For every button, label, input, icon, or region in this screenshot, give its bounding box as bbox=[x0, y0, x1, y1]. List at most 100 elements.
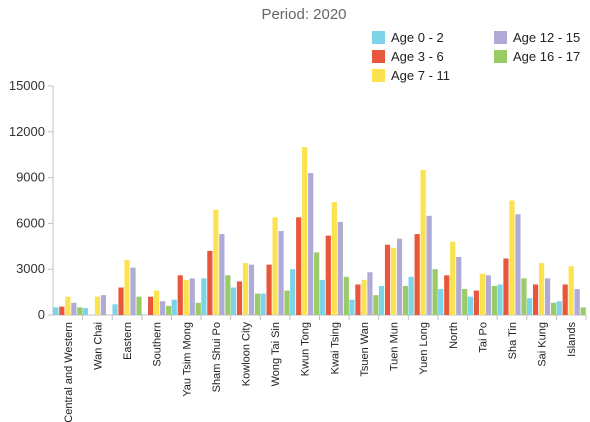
bar[interactable] bbox=[154, 290, 160, 315]
bar[interactable] bbox=[479, 273, 485, 315]
bar[interactable] bbox=[444, 275, 450, 315]
bar[interactable] bbox=[59, 306, 65, 315]
legend-item[interactable]: Age 12 - 15 bbox=[494, 30, 580, 45]
bar[interactable] bbox=[456, 256, 462, 315]
bar[interactable] bbox=[432, 269, 438, 315]
bar[interactable] bbox=[201, 278, 207, 315]
bar[interactable] bbox=[343, 276, 349, 315]
bar[interactable] bbox=[314, 252, 320, 315]
bar[interactable] bbox=[568, 266, 574, 315]
bar[interactable] bbox=[248, 264, 255, 315]
bar[interactable] bbox=[82, 308, 89, 315]
bar[interactable] bbox=[462, 289, 468, 315]
bar[interactable] bbox=[491, 285, 497, 315]
x-tick-label: Tuen Mun bbox=[389, 322, 401, 371]
bar[interactable] bbox=[521, 278, 527, 315]
bar[interactable] bbox=[355, 284, 361, 315]
bar[interactable] bbox=[260, 293, 266, 315]
bar[interactable] bbox=[396, 238, 403, 315]
bar[interactable] bbox=[53, 307, 59, 315]
bar[interactable] bbox=[550, 302, 557, 315]
bar[interactable] bbox=[497, 284, 503, 315]
legend-swatch bbox=[494, 50, 507, 63]
legend-item[interactable]: Age 0 - 2 bbox=[372, 30, 444, 45]
legend-swatch bbox=[494, 31, 507, 44]
bar[interactable] bbox=[225, 275, 231, 315]
legend-label: Age 7 - 11 bbox=[391, 68, 450, 83]
bar[interactable] bbox=[515, 214, 521, 315]
bar[interactable] bbox=[302, 147, 308, 315]
bar[interactable] bbox=[384, 244, 391, 315]
bar[interactable] bbox=[450, 241, 456, 315]
bar[interactable] bbox=[467, 296, 473, 315]
bar[interactable] bbox=[100, 295, 107, 315]
bar[interactable] bbox=[266, 264, 272, 315]
bar[interactable] bbox=[272, 217, 278, 315]
bar[interactable] bbox=[166, 305, 172, 315]
bar[interactable] bbox=[337, 221, 343, 315]
bar[interactable] bbox=[509, 200, 515, 316]
bar[interactable] bbox=[574, 289, 580, 315]
bar[interactable] bbox=[325, 235, 331, 315]
bar[interactable] bbox=[408, 276, 414, 315]
bar[interactable] bbox=[130, 267, 136, 315]
bar[interactable] bbox=[284, 290, 290, 315]
series-1 bbox=[53, 269, 562, 315]
y-tick-label: 6000 bbox=[16, 215, 45, 230]
bar[interactable] bbox=[438, 289, 444, 315]
bar[interactable] bbox=[538, 263, 545, 315]
bar[interactable] bbox=[183, 279, 189, 315]
bar[interactable] bbox=[94, 296, 101, 315]
bar[interactable] bbox=[420, 169, 426, 315]
bar[interactable] bbox=[77, 307, 83, 315]
bar[interactable] bbox=[177, 275, 183, 315]
bar[interactable] bbox=[278, 231, 284, 315]
bar[interactable] bbox=[195, 302, 201, 315]
legend-item[interactable]: Age 16 - 17 bbox=[494, 49, 580, 64]
bar[interactable] bbox=[118, 287, 124, 315]
bar[interactable] bbox=[402, 285, 409, 315]
legend-item[interactable]: Age 3 - 6 bbox=[372, 49, 444, 64]
bar[interactable] bbox=[189, 278, 195, 315]
bar[interactable] bbox=[367, 272, 373, 315]
bar[interactable] bbox=[213, 209, 219, 315]
bar[interactable] bbox=[473, 290, 479, 315]
bar[interactable] bbox=[319, 279, 325, 315]
bar[interactable] bbox=[414, 234, 420, 315]
bar[interactable] bbox=[526, 298, 533, 315]
bar[interactable] bbox=[124, 260, 130, 315]
bar[interactable] bbox=[236, 281, 243, 315]
bar[interactable] bbox=[65, 296, 71, 315]
bar[interactable] bbox=[160, 301, 166, 315]
bar[interactable] bbox=[207, 250, 213, 315]
bar[interactable] bbox=[296, 217, 302, 315]
bar[interactable] bbox=[390, 247, 397, 315]
bar[interactable] bbox=[378, 285, 385, 315]
bar[interactable] bbox=[349, 299, 355, 315]
legend-item[interactable]: Age 7 - 11 bbox=[372, 68, 450, 83]
bar[interactable] bbox=[290, 269, 296, 315]
bar[interactable] bbox=[562, 284, 568, 315]
bar[interactable] bbox=[254, 293, 261, 315]
bar[interactable] bbox=[373, 295, 379, 315]
bar[interactable] bbox=[230, 287, 237, 315]
bar[interactable] bbox=[112, 304, 118, 315]
bar[interactable] bbox=[331, 202, 337, 315]
bar[interactable] bbox=[485, 275, 491, 315]
bar[interactable] bbox=[219, 234, 225, 315]
bar[interactable] bbox=[556, 301, 562, 315]
bar[interactable] bbox=[242, 263, 249, 315]
bar[interactable] bbox=[361, 279, 367, 315]
bar[interactable] bbox=[580, 307, 586, 315]
bar[interactable] bbox=[544, 278, 551, 315]
bar[interactable] bbox=[148, 296, 154, 315]
bar[interactable] bbox=[136, 296, 142, 315]
bar[interactable] bbox=[171, 299, 177, 315]
bar[interactable] bbox=[71, 302, 77, 315]
y-tick-label: 15000 bbox=[9, 78, 45, 93]
bar[interactable] bbox=[532, 284, 539, 315]
bar[interactable] bbox=[426, 215, 432, 315]
bar[interactable] bbox=[503, 258, 509, 315]
legend: Age 0 - 2 Age 3 - 6 Age 7 - 11 Age 12 - 15 A… bbox=[372, 30, 580, 83]
bar[interactable] bbox=[308, 173, 314, 315]
